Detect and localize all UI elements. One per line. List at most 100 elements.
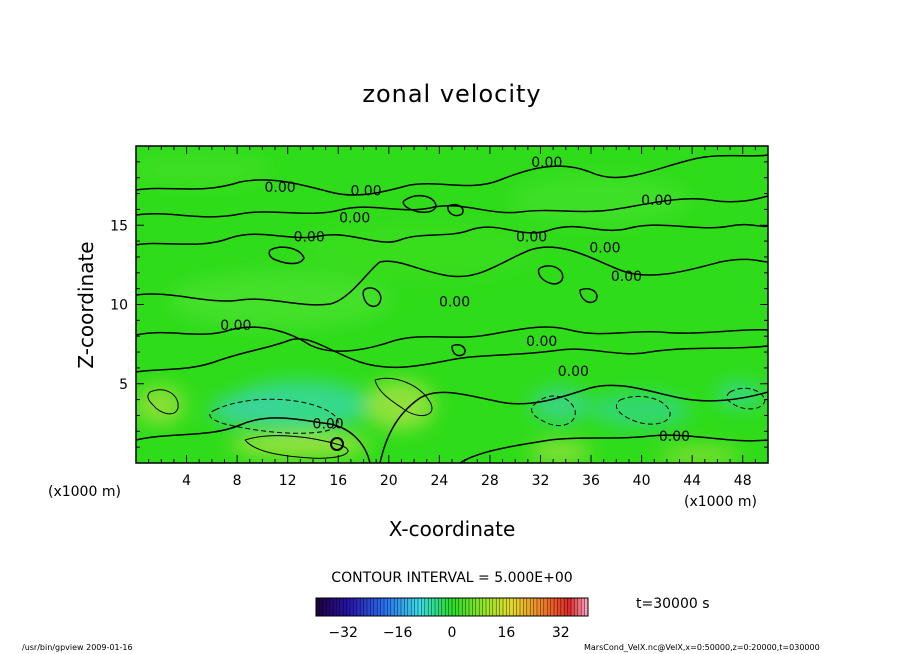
contour-label: 0.00 bbox=[589, 240, 620, 256]
contour-label: 0.00 bbox=[526, 334, 557, 350]
colorbar-cell bbox=[319, 598, 324, 616]
y-tick-label: 15 bbox=[110, 218, 128, 234]
colorbar-cell bbox=[370, 598, 375, 616]
contour-interval: CONTOUR INTERVAL = 5.000E+00 bbox=[331, 570, 572, 586]
colorbar-cell bbox=[465, 598, 470, 616]
colorbar-cell bbox=[472, 598, 477, 616]
colorbar-cell bbox=[550, 598, 555, 616]
colorbar-cell bbox=[322, 598, 327, 616]
colorbar-cell bbox=[339, 598, 344, 616]
x-tick-label: 24 bbox=[430, 473, 448, 489]
contour-labels: 0.00 0.000.000.000.000.000.000.000.000.00… bbox=[220, 155, 690, 445]
colorbar-cell bbox=[458, 598, 463, 616]
colorbar-cell bbox=[367, 598, 371, 616]
colorbar-cell bbox=[329, 598, 334, 616]
x-unit-right: (x1000 m) bbox=[684, 494, 757, 510]
colorbar-cell bbox=[316, 598, 320, 616]
contour-label: 0.00 bbox=[611, 269, 642, 285]
colorbar-cell bbox=[509, 598, 514, 616]
colorbar-cell bbox=[547, 598, 551, 616]
colorbar-cell bbox=[543, 598, 548, 616]
colorbar-cell bbox=[441, 598, 446, 616]
colorbar-cell bbox=[448, 598, 453, 616]
colorbar-tick-label: 0 bbox=[448, 625, 457, 641]
x-tick-label: 8 bbox=[233, 473, 242, 489]
colorbar-cell bbox=[380, 598, 385, 616]
contour-label: 0.00 bbox=[339, 210, 370, 226]
colorbar-cell bbox=[394, 598, 398, 616]
colorbar-cell bbox=[404, 598, 409, 616]
colorbar-cell bbox=[411, 598, 415, 616]
colorbar-cell bbox=[492, 598, 497, 616]
contour-label: 0.00 bbox=[641, 193, 672, 209]
colorbar-cell bbox=[462, 598, 466, 616]
colorbar bbox=[315, 598, 589, 616]
colorbar-cell bbox=[326, 598, 330, 616]
colorbar-cell bbox=[560, 598, 565, 616]
contour-label: 0.00 bbox=[294, 229, 325, 245]
y-tick-label: 5 bbox=[119, 377, 128, 393]
x-unit-left: (x1000 m) bbox=[48, 484, 121, 500]
colorbar-cell bbox=[387, 598, 392, 616]
colorbar-cell bbox=[577, 598, 582, 616]
contour-label: 0.00 bbox=[220, 318, 251, 334]
colorbar-cell bbox=[475, 598, 480, 616]
colorbar-cell bbox=[363, 598, 368, 616]
contour-label: 0.00 bbox=[531, 155, 562, 171]
colorbar-cell bbox=[479, 598, 483, 616]
colorbar-cell bbox=[489, 598, 494, 616]
colorbar-cell bbox=[482, 598, 487, 616]
colorbar-cell bbox=[564, 598, 568, 616]
colorbar-cell bbox=[418, 598, 422, 616]
colorbar-cell bbox=[428, 598, 432, 616]
colorbar-cell bbox=[421, 598, 426, 616]
colorbar-cell bbox=[407, 598, 412, 616]
y-axis-ticks: 5 10 15 bbox=[110, 161, 768, 448]
colorbar-cell bbox=[523, 598, 528, 616]
colorbar-cell bbox=[520, 598, 524, 616]
colorbar-cell bbox=[445, 598, 449, 616]
y-tick-label: 10 bbox=[110, 298, 128, 314]
colorbar-cell bbox=[350, 598, 354, 616]
contour-lines bbox=[136, 154, 768, 463]
colorbar-cell bbox=[530, 598, 534, 616]
colorbar-cell bbox=[469, 598, 473, 616]
colorbar-cell bbox=[356, 598, 361, 616]
colorbar-cell bbox=[360, 598, 364, 616]
colorbar-cell bbox=[540, 598, 545, 616]
colorbar-cell bbox=[503, 598, 507, 616]
colorbar-cell bbox=[455, 598, 460, 616]
colorbar-cell bbox=[336, 598, 341, 616]
x-tick-label: 44 bbox=[683, 473, 701, 489]
colorbar-cell bbox=[496, 598, 500, 616]
colorbar-cell bbox=[574, 598, 579, 616]
field-shading bbox=[136, 152, 765, 463]
contour-label: 0.00 bbox=[313, 416, 344, 432]
colorbar-cell bbox=[584, 598, 589, 616]
chart-title: zonal velocity bbox=[362, 80, 541, 108]
colorbar-cell bbox=[554, 598, 558, 616]
colorbar-tick-label: 32 bbox=[552, 625, 570, 641]
colorbar-cell bbox=[533, 598, 538, 616]
colorbar-cell bbox=[486, 598, 490, 616]
colorbar-cell bbox=[435, 598, 439, 616]
y-axis-title: Z-coordinate bbox=[74, 241, 98, 368]
colorbar-cell bbox=[397, 598, 402, 616]
colorbar-frame bbox=[315, 597, 589, 617]
colorbar-cell bbox=[424, 598, 429, 616]
x-tick-label: 28 bbox=[481, 473, 499, 489]
colorbar-cell bbox=[438, 598, 443, 616]
footer-right: MarsCond_VelX.nc@VelX,x=0:50000,z=0:2000… bbox=[584, 643, 820, 652]
contour-label: 0.00 bbox=[265, 180, 296, 196]
x-tick-label: 48 bbox=[734, 473, 752, 489]
contour-label: 0.00 bbox=[558, 364, 589, 380]
colorbar-cell bbox=[571, 598, 575, 616]
x-tick-label: 40 bbox=[633, 473, 651, 489]
x-tick-label: 36 bbox=[582, 473, 600, 489]
colorbar-cell bbox=[401, 598, 405, 616]
contour-label: 0.00 bbox=[439, 294, 470, 310]
colorbar-tick-label: −16 bbox=[383, 625, 413, 641]
colorbar-cell bbox=[333, 598, 337, 616]
contour-label: 0.00 bbox=[516, 229, 547, 245]
colorbar-cell bbox=[506, 598, 511, 616]
